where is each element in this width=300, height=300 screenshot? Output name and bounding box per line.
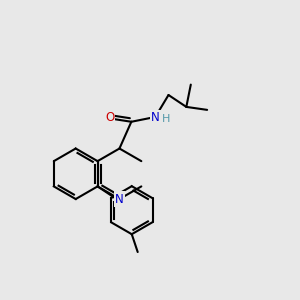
Text: N: N [151,111,160,124]
Text: N: N [115,193,124,206]
Text: O: O [105,111,114,124]
Text: H: H [162,114,170,124]
